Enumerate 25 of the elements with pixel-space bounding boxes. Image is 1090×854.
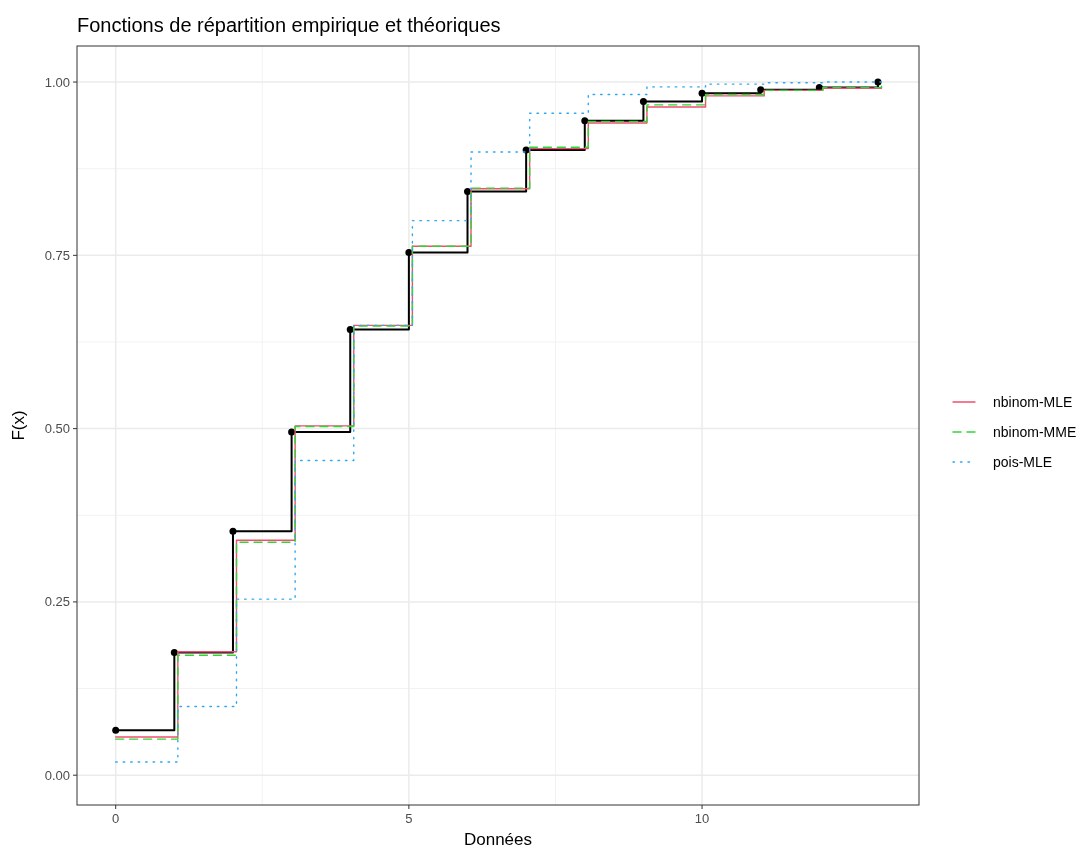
y-tick-label: 1.00 [44,74,70,90]
y-tick-label: 0.25 [44,594,70,610]
point [639,97,647,105]
y-axis-title: F(x) [9,410,28,441]
legend-label: nbinom-MLE [993,393,1073,410]
y-tick-label: 0.75 [44,247,70,263]
chart-title: Fonctions de répartition empirique et théoriques [77,14,501,36]
point [229,527,237,535]
point [170,649,178,657]
y-tick-label: 0.00 [44,767,70,783]
point [405,249,413,257]
x-tick-label: 0 [112,811,120,826]
x-tick-label: 5 [405,811,413,826]
x-tick-label: 10 [694,811,710,826]
legend-label: pois-MLE [993,453,1053,470]
point [464,188,472,196]
y-tick-label: 0.50 [44,421,70,437]
point [112,726,120,734]
point [698,89,706,97]
legend-label: nbinom-MME [993,423,1077,440]
point [346,326,354,333]
point [581,117,589,125]
x-axis-title: Données [463,830,533,849]
point [288,428,296,436]
point [757,86,765,94]
